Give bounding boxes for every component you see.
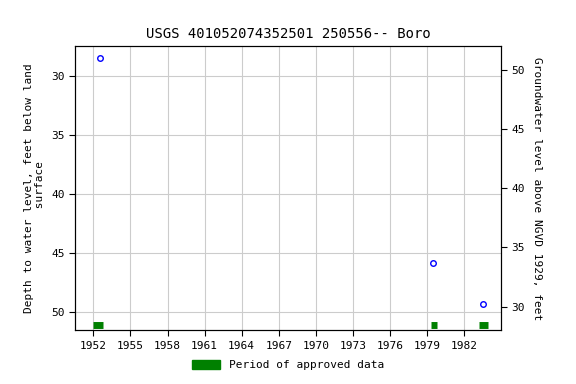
Y-axis label: Groundwater level above NGVD 1929, feet: Groundwater level above NGVD 1929, feet (532, 56, 541, 320)
Title: USGS 401052074352501 250556-- Boro: USGS 401052074352501 250556-- Boro (146, 27, 430, 41)
Legend: Period of approved data: Period of approved data (188, 355, 388, 375)
Y-axis label: Depth to water level, feet below land
 surface: Depth to water level, feet below land su… (24, 63, 46, 313)
